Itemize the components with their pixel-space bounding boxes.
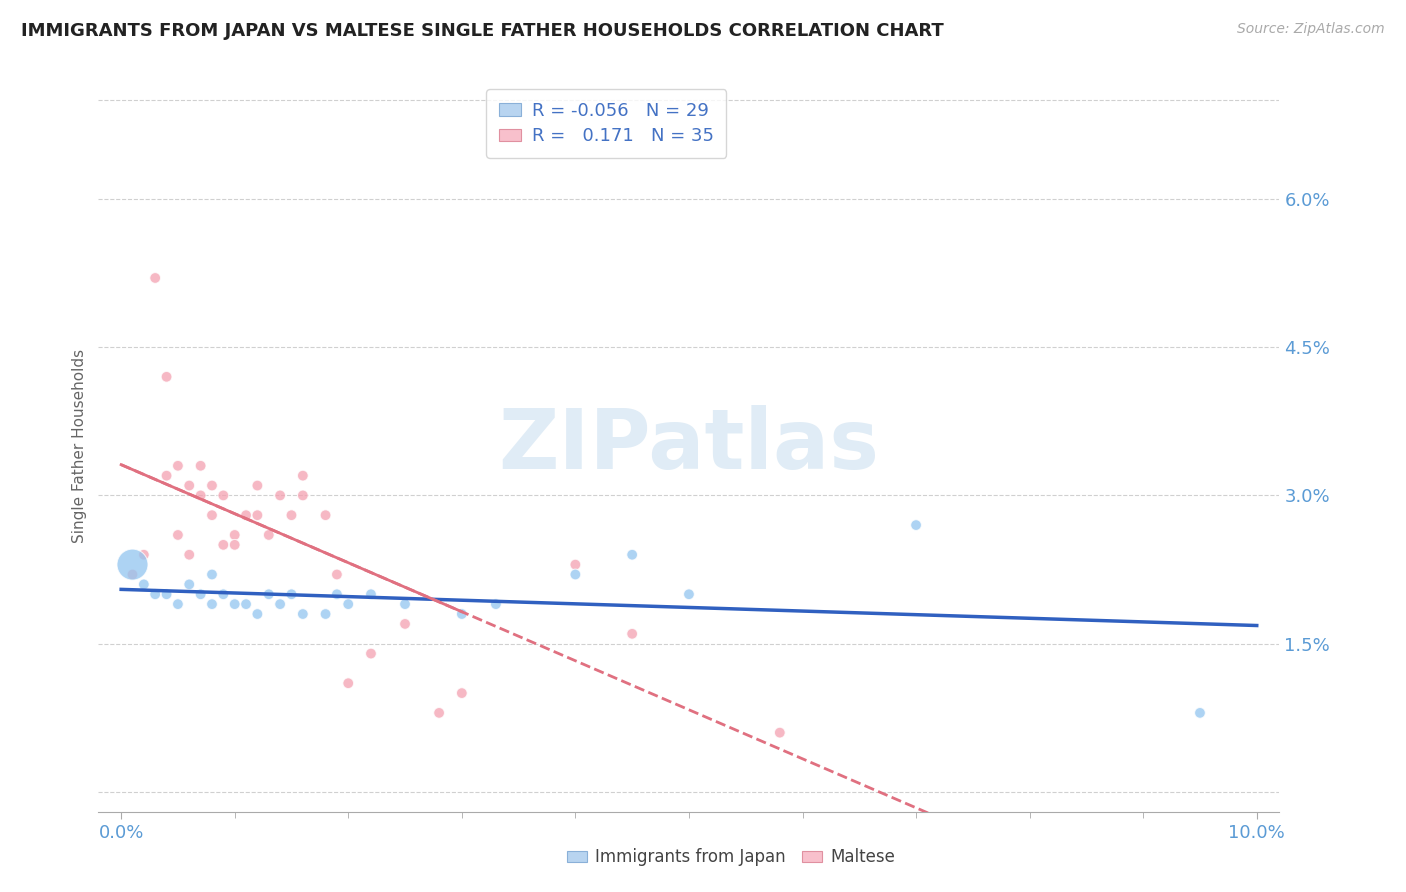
Text: Source: ZipAtlas.com: Source: ZipAtlas.com [1237,22,1385,37]
Point [326,567,349,582]
Point [179,548,201,562]
Point [291,468,314,483]
Point [450,607,472,621]
Point [280,508,302,523]
Point [280,587,302,601]
Point [190,587,212,601]
Text: ZIPatlas: ZIPatlas [499,406,879,486]
Point [224,528,246,542]
Point [394,616,416,631]
Text: IMMIGRANTS FROM JAPAN VS MALTESE SINGLE FATHER HOUSEHOLDS CORRELATION CHART: IMMIGRANTS FROM JAPAN VS MALTESE SINGLE … [21,22,943,40]
Point [246,607,269,621]
Point [269,488,291,502]
Point [427,706,450,720]
Point [326,587,349,601]
Point [394,597,416,611]
Point [291,607,314,621]
Point [564,567,586,582]
Y-axis label: Single Father Households: Single Father Households [72,349,87,543]
Point [246,508,269,523]
Point [337,597,360,611]
Point [143,587,166,601]
Point [257,528,280,542]
Point [167,528,190,542]
Point [235,508,257,523]
Point [315,607,337,621]
Point [224,538,246,552]
Legend: Immigrants from Japan, Maltese: Immigrants from Japan, Maltese [558,840,904,875]
Point [212,587,235,601]
Point [179,478,201,492]
Point [360,587,382,601]
Point [132,548,155,562]
Point [224,597,246,611]
Point [179,577,201,591]
Point [167,597,190,611]
Point [235,597,257,611]
Point [621,627,644,641]
Legend: R = -0.056   N = 29, R =   0.171   N = 35: R = -0.056 N = 29, R = 0.171 N = 35 [486,89,725,158]
Point [257,587,280,601]
Point [678,587,700,601]
Point [121,558,143,572]
Point [1188,706,1211,720]
Point [201,567,224,582]
Point [212,488,235,502]
Point [621,548,644,562]
Point [155,587,177,601]
Point [485,597,508,611]
Point [315,508,337,523]
Point [269,597,291,611]
Point [190,488,212,502]
Point [291,488,314,502]
Point [201,597,224,611]
Point [155,369,177,384]
Point [564,558,586,572]
Point [769,725,792,739]
Point [905,518,928,533]
Point [212,538,235,552]
Point [337,676,360,690]
Point [143,271,166,285]
Point [360,647,382,661]
Point [450,686,472,700]
Point [201,508,224,523]
Point [201,478,224,492]
Point [155,468,177,483]
Point [121,567,143,582]
Point [246,478,269,492]
Point [190,458,212,473]
Point [167,458,190,473]
Point [132,577,155,591]
